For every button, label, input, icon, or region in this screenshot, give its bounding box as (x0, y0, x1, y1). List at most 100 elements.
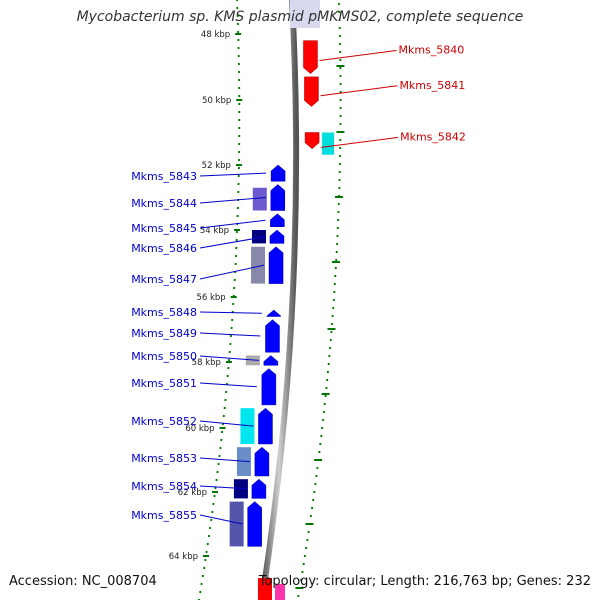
guide-dot (199, 590, 202, 594)
guide-dot (339, 146, 342, 150)
guide-dot (318, 450, 321, 454)
guide-dot (237, 38, 240, 42)
gene-labels: Mkms_5840 Mkms_5841 Mkms_5842 Mkms_5843 Mkms… (131, 44, 466, 525)
kbp-tick-label: 58 kbp (192, 358, 221, 368)
kbp-tick-label: 60 kbp (185, 424, 214, 434)
guide-dot (333, 282, 336, 286)
guide-dot (220, 438, 223, 442)
guide-dot (230, 326, 233, 330)
guide-dot (338, 10, 341, 14)
label-leader (199, 382, 257, 388)
gene-label-mkms_5846: Mkms_5846 (131, 242, 197, 255)
gene-label-mkms_5845: Mkms_5845 (131, 222, 197, 235)
guide-dot (234, 262, 237, 266)
guide-dot (336, 234, 339, 238)
guide-dot (238, 150, 241, 154)
label-leader (199, 219, 266, 229)
label-leader (199, 236, 266, 249)
guide-dot (337, 210, 340, 214)
gene-arrow-reverse (270, 184, 286, 211)
gene-arrow-reverse (265, 319, 280, 353)
gene-arrow-reverse (247, 501, 262, 547)
guide-dot (238, 110, 241, 114)
guide-dot (322, 418, 325, 422)
guide-dot (319, 442, 322, 446)
guide-dot (200, 582, 203, 586)
guide-dot (235, 246, 238, 250)
gene-label-mkms_5849: Mkms_5849 (131, 327, 197, 340)
guide-dot (301, 570, 304, 574)
guide-dot (337, 218, 340, 222)
guide-dot (238, 86, 241, 90)
guide-dot (334, 266, 337, 270)
kbp-ticks: 48 kbp 50 kbp 52 kbp 54 kbp 56 kbp 58 kbp 60 k… (169, 30, 345, 589)
gene-arrow-reverse (261, 368, 277, 406)
guide-dot (314, 482, 317, 486)
guide-dot (237, 62, 240, 66)
cog-extra-blocks (229, 0, 335, 600)
kbp-tick-label: 52 kbp (202, 161, 231, 171)
cog-block (252, 187, 267, 211)
guide-dot (329, 338, 332, 342)
guide-dot (327, 362, 330, 366)
gene-label-mkms_5843: Mkms_5843 (131, 170, 197, 183)
guide-dot (237, 166, 240, 170)
gene-arrow-reverse (251, 478, 267, 499)
gene-label-mkms_5850: Mkms_5850 (131, 350, 197, 363)
label-leader (199, 264, 265, 280)
label-leader (199, 355, 259, 361)
guide-dot (236, 6, 239, 10)
guide-dot (228, 350, 231, 354)
gene-label-mkms_5847: Mkms_5847 (131, 273, 197, 286)
guide-dot (339, 154, 342, 158)
guide-dot (211, 510, 214, 514)
guide-dot (331, 314, 334, 318)
guide-dot (221, 430, 224, 434)
cog-block (322, 132, 335, 155)
guide-dot (235, 230, 239, 234)
guide-dot (326, 370, 329, 374)
guide-dot (336, 242, 339, 246)
gene-arrow-partial (290, 0, 320, 28)
guide-dot (339, 90, 342, 94)
guide-dot (238, 126, 241, 130)
guide-dot (339, 82, 342, 86)
guide-dot (339, 50, 342, 54)
guide-dot (236, 206, 239, 210)
guide-dot (297, 594, 300, 598)
guide-dot (205, 550, 208, 554)
cog-block (229, 501, 244, 547)
guide-dot (210, 518, 213, 522)
guide-dot (232, 302, 235, 306)
guide-dot (237, 190, 240, 194)
guide-dot (236, 14, 239, 18)
kbp-tick-label: 48 kbp (201, 30, 230, 40)
guide-dot (236, 214, 239, 218)
label-leader (199, 311, 262, 314)
guide-dot (307, 530, 310, 534)
guide-dot (233, 286, 236, 290)
label-leader (321, 136, 399, 148)
plasmid-backbone (259, 0, 300, 600)
gene-label-mkms_5844: Mkms_5844 (131, 197, 197, 210)
label-leader (199, 197, 266, 204)
guide-dot (339, 58, 342, 62)
guide-dot (321, 426, 324, 430)
guide-dot (338, 186, 341, 190)
guide-dot (337, 2, 341, 6)
guide-dot (228, 358, 231, 362)
guide-dot (238, 118, 241, 122)
guide-dot (204, 558, 207, 562)
guide-dot (323, 402, 326, 406)
guide-dot (229, 334, 233, 338)
cog-block (275, 584, 285, 600)
cog-block (251, 230, 266, 244)
guide-dot (233, 278, 236, 282)
guide-dot (238, 102, 241, 106)
guide-dot (300, 578, 303, 582)
guide-dot (332, 306, 335, 310)
guide-dot (324, 394, 327, 398)
guide-dot (203, 566, 206, 570)
guide-dot (339, 66, 342, 70)
